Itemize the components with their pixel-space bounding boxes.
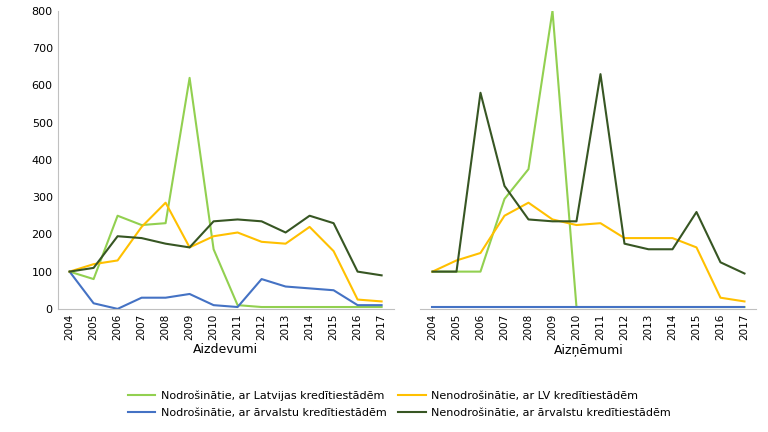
Legend: Nodrošinātie, ar Latvijas kredītiestādēm, Nodrošinātie, ar ārvalstu kredītiestād: Nodrošinātie, ar Latvijas kredītiestādēm… bbox=[124, 386, 675, 422]
X-axis label: Aizdevumi: Aizdevumi bbox=[193, 343, 258, 356]
X-axis label: Aizņēmumi: Aizņēmumi bbox=[554, 343, 624, 356]
